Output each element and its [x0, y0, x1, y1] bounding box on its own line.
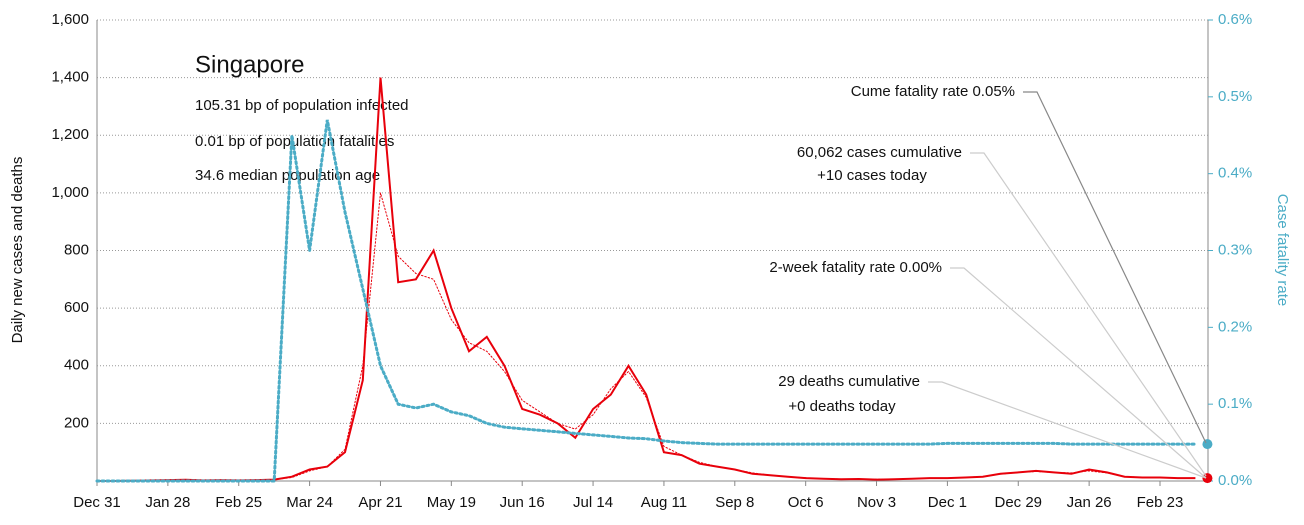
leader-line	[1023, 91, 1207, 444]
leader-line	[950, 267, 1207, 479]
series-line	[95, 119, 1197, 483]
annotation: 2-week fatality rate 0.00%	[769, 259, 942, 276]
series-line	[96, 192, 1196, 482]
chart-title: Singapore	[195, 51, 304, 78]
y-tick-label: 800	[64, 241, 89, 258]
x-tick-label: Sep 8	[715, 494, 754, 511]
x-tick-label: Jun 16	[500, 494, 545, 511]
y-tick-label: 200	[64, 414, 89, 431]
y2-tick-label: 0.6%	[1218, 11, 1252, 28]
y-axis-label: Daily new cases and deaths	[9, 157, 26, 344]
annotation: +10 cases today	[817, 167, 927, 184]
y-tick-label: 1,400	[51, 69, 89, 86]
x-tick-label: Oct 6	[788, 494, 824, 511]
y-tick-label: 1,200	[51, 126, 89, 143]
x-tick-label: Aug 11	[641, 494, 687, 511]
x-tick-label: Dec 31	[73, 494, 121, 511]
y2-tick-label: 0.0%	[1218, 472, 1252, 489]
x-tick-label: Jan 26	[1067, 494, 1112, 511]
x-tick-label: Apr 21	[358, 494, 402, 511]
y-tick-label: 1,000	[51, 184, 89, 201]
y2-tick-label: 0.4%	[1218, 165, 1252, 182]
annotation: 29 deaths cumulative	[778, 373, 920, 390]
subtitle: 105.31 bp of population infected	[195, 97, 409, 114]
leader-line	[970, 152, 1207, 477]
x-tick-label: Dec 1	[928, 494, 967, 511]
y2-tick-label: 0.3%	[1218, 241, 1252, 258]
subtitle: 0.01 bp of population fatalities	[195, 133, 394, 150]
x-tick-label: Nov 3	[857, 494, 896, 511]
annotation: 60,062 cases cumulative	[797, 144, 962, 161]
x-tick-label: Feb 23	[1137, 494, 1184, 511]
annotation: +0 deaths today	[788, 398, 896, 415]
annotation: Cume fatality rate 0.05%	[851, 83, 1015, 100]
y2-tick-label: 0.2%	[1218, 318, 1252, 335]
leader-line	[928, 381, 1207, 479]
y-tick-label: 1,600	[51, 11, 89, 28]
subtitle: 34.6 median population age	[195, 167, 380, 184]
x-tick-label: Mar 24	[286, 494, 333, 511]
x-tick-label: Jul 14	[573, 494, 613, 511]
end-marker	[1202, 439, 1213, 450]
y2-tick-label: 0.1%	[1218, 395, 1252, 412]
x-tick-label: Feb 25	[215, 494, 262, 511]
y-tick-label: 600	[64, 299, 89, 316]
end-marker	[1202, 473, 1213, 484]
x-tick-label: May 19	[427, 494, 476, 511]
x-tick-label: Dec 29	[995, 494, 1043, 511]
y2-tick-label: 0.5%	[1218, 88, 1252, 105]
y2-axis-label: Case fatality rate	[1274, 194, 1291, 307]
y-tick-label: 400	[64, 357, 89, 374]
x-tick-label: Jan 28	[145, 494, 190, 511]
